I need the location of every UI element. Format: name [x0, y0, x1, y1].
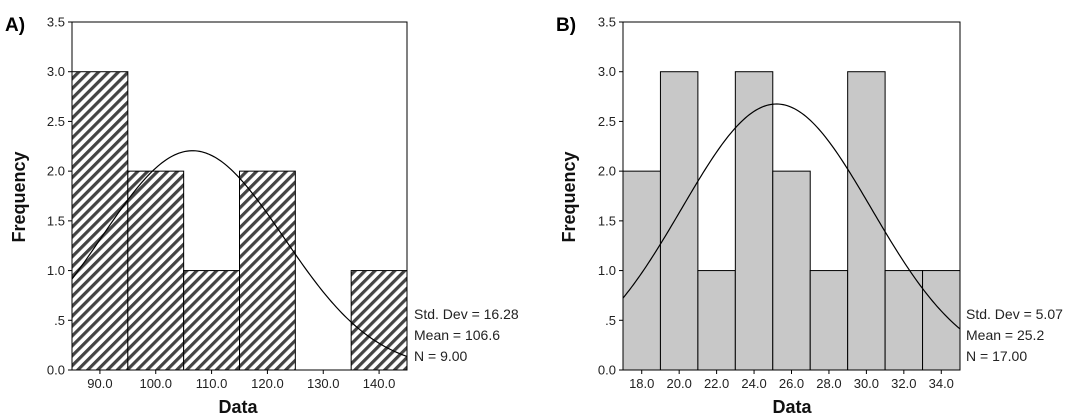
y-tick-label: 3.5 [47, 15, 65, 30]
x-tick-label: 90.0 [87, 376, 112, 391]
y-tick-label: 2.5 [47, 114, 65, 129]
panel-label-a: A) [5, 15, 25, 36]
x-tick-label: 18.0 [629, 376, 654, 391]
histogram-panel-b: B) Frequency Data Std. Dev = 5.07 Mean =… [556, 15, 1063, 415]
y-tick-label: 2.0 [47, 164, 65, 179]
stats-n-a: N = 9.00 [414, 348, 468, 364]
x-tick-label: 32.0 [891, 376, 916, 391]
x-tick-label: 130.0 [307, 376, 340, 391]
x-tick-label: 30.0 [854, 376, 879, 391]
histogram-bar [239, 170, 296, 371]
y-tick-label: 3.0 [598, 64, 616, 79]
histogram-bar [734, 71, 774, 371]
y-tick-label: 0.0 [47, 363, 65, 378]
y-axis-title-b: Frequency [559, 151, 579, 242]
stats-std-dev-b: Std. Dev = 5.07 [966, 306, 1063, 322]
x-tick-label: 26.0 [779, 376, 804, 391]
histogram-bar [659, 71, 699, 371]
x-tick-label: 110.0 [196, 376, 228, 391]
histogram-bar [183, 270, 241, 371]
y-tick-label: 1.5 [47, 213, 65, 228]
panel-label-b: B) [556, 15, 576, 36]
y-tick-label: 3.0 [47, 64, 65, 79]
normal-curve-a [71, 150, 408, 357]
y-tick-label: 1.5 [598, 213, 616, 228]
stats-std-dev-a: Std. Dev = 16.28 [414, 306, 519, 322]
y-tick-label: 1.0 [47, 263, 65, 278]
x-axis-title-a: Data [218, 397, 258, 415]
histogram-bar [71, 71, 129, 371]
x-tick-label: 100.0 [139, 376, 172, 391]
histogram-bar [697, 270, 736, 371]
x-tick-label: 24.0 [741, 376, 766, 391]
histogram-bar [884, 270, 924, 371]
y-tick-label: 1.0 [598, 263, 616, 278]
x-tick-label: 28.0 [816, 376, 841, 391]
histogram-bar [127, 170, 185, 371]
y-tick-label: .5 [605, 313, 616, 328]
histogram-bar [350, 270, 408, 371]
y-tick-label: .5 [54, 313, 65, 328]
y-tick-label: 3.5 [598, 15, 616, 30]
stats-mean-b: Mean = 25.2 [966, 327, 1044, 343]
y-tick-label: 2.0 [598, 164, 616, 179]
x-axis-title-b: Data [772, 397, 812, 415]
x-tick-label: 120.0 [251, 376, 284, 391]
histogram-bar [922, 270, 961, 371]
x-tick-label: 140.0 [363, 376, 396, 391]
histogram-bar [847, 71, 886, 371]
y-tick-label: 2.5 [598, 114, 616, 129]
stats-n-b: N = 17.00 [966, 348, 1027, 364]
histogram-bar [809, 270, 849, 371]
x-tick-label: 20.0 [667, 376, 692, 391]
histogram-bar [622, 170, 661, 371]
normal-curve-b [622, 103, 961, 330]
y-tick-label: 0.0 [598, 363, 616, 378]
stats-mean-a: Mean = 106.6 [414, 327, 500, 343]
x-tick-label: 34.0 [929, 376, 954, 391]
y-axis-title-a: Frequency [9, 151, 29, 242]
x-tick-label: 22.0 [704, 376, 729, 391]
histogram-bar [772, 170, 811, 371]
histogram-panel-a: A) Frequency Data Std. Dev = 16.28 Mean … [5, 15, 519, 415]
